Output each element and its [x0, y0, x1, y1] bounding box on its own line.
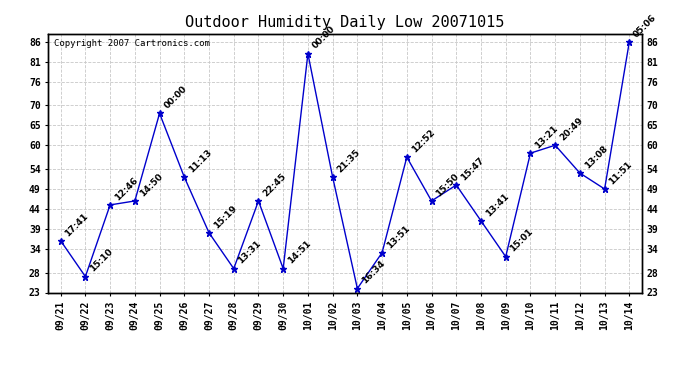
Text: 15:01: 15:01	[509, 227, 535, 254]
Text: 13:08: 13:08	[582, 144, 609, 170]
Text: 05:06: 05:06	[632, 12, 658, 39]
Text: 13:41: 13:41	[484, 191, 511, 218]
Text: Outdoor Humidity Daily Low 20071015: Outdoor Humidity Daily Low 20071015	[186, 15, 504, 30]
Text: 14:50: 14:50	[137, 171, 164, 198]
Text: 11:51: 11:51	[607, 160, 634, 186]
Text: 20:49: 20:49	[558, 116, 584, 142]
Text: 16:34: 16:34	[360, 259, 387, 286]
Text: 21:35: 21:35	[335, 148, 362, 174]
Text: 12:52: 12:52	[410, 128, 436, 154]
Text: Copyright 2007 Cartronics.com: Copyright 2007 Cartronics.com	[55, 39, 210, 48]
Text: 12:46: 12:46	[113, 176, 139, 202]
Text: 15:19: 15:19	[212, 203, 239, 230]
Text: 15:47: 15:47	[459, 156, 486, 182]
Text: 17:41: 17:41	[63, 211, 90, 238]
Text: 14:51: 14:51	[286, 239, 313, 266]
Text: 13:51: 13:51	[385, 223, 411, 250]
Text: 15:50: 15:50	[434, 172, 461, 198]
Text: 13:31: 13:31	[237, 239, 263, 266]
Text: 13:21: 13:21	[533, 124, 560, 150]
Text: 00:00: 00:00	[162, 84, 188, 111]
Text: 15:10: 15:10	[88, 247, 115, 274]
Text: 11:13: 11:13	[187, 148, 214, 174]
Text: 00:00: 00:00	[310, 25, 337, 51]
Text: 22:45: 22:45	[262, 171, 288, 198]
